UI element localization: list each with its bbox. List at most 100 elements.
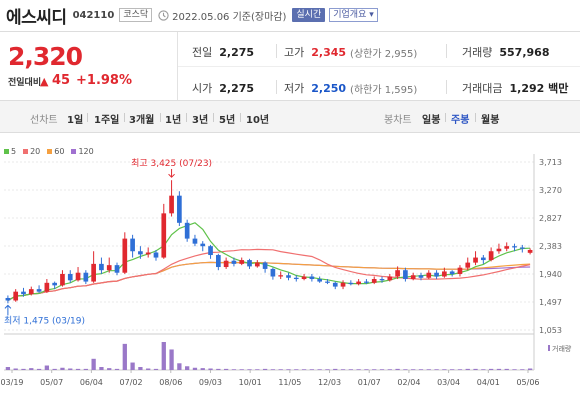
candle-body (481, 257, 486, 261)
candle-body (317, 279, 322, 282)
period-divider (186, 113, 187, 122)
volume-bar (52, 368, 57, 370)
candle-body (161, 213, 167, 258)
candle-body (44, 282, 50, 292)
period-1d[interactable]: 1일 (67, 115, 84, 126)
candle-body (192, 238, 198, 244)
volume-bar (488, 368, 494, 370)
candle-body (67, 273, 73, 281)
period-5y[interactable]: 5년 (219, 115, 236, 126)
period-3m[interactable]: 3개월 (129, 115, 155, 126)
x-tick-label: 12/03 (318, 378, 341, 387)
candle-body (13, 291, 19, 301)
volume-bar (372, 369, 377, 370)
ma-legend: 5 20 60 120 (4, 147, 94, 156)
volume-bar (255, 369, 260, 370)
x-tick-label: 01/07 (358, 378, 381, 387)
period-3y[interactable]: 3년 (192, 115, 209, 126)
volume-bar (395, 368, 400, 370)
volume-bar (442, 369, 447, 370)
amount-label: 거래대금 (462, 82, 503, 95)
stock-name[interactable]: 에스씨디 (6, 7, 67, 28)
candle-body (488, 251, 494, 261)
candle-body (293, 277, 299, 280)
stock-code: 042110 (72, 9, 115, 21)
period-divider (160, 113, 161, 122)
x-tick-label: 04/01 (477, 378, 500, 387)
candle-body (434, 272, 439, 277)
volume-bar (356, 369, 361, 370)
candle-body (512, 246, 517, 248)
candle-body (262, 262, 268, 269)
volume-bar (177, 363, 182, 370)
realtime-button[interactable]: 실시간 (292, 8, 326, 22)
volume-bar (247, 369, 252, 370)
candle-body (286, 275, 291, 278)
volume-bar (270, 369, 276, 370)
volume-bar (83, 368, 88, 370)
volume-bar (504, 368, 509, 370)
candle-body (403, 270, 408, 280)
stat-divider (446, 44, 447, 58)
period-divider (87, 113, 88, 122)
candle-body (519, 247, 525, 249)
volume-bar (223, 368, 229, 370)
volume-bar (527, 368, 533, 370)
period-1y[interactable]: 1년 (165, 115, 182, 126)
period-daily-candle[interactable]: 일봉 (422, 115, 441, 126)
candle-body (325, 281, 330, 283)
candle-body (418, 275, 424, 278)
x-tick-label: 05/07 (40, 378, 63, 387)
open-value: 2,275 (219, 81, 255, 95)
volume-bar (450, 369, 455, 370)
candle-body (348, 282, 354, 285)
stat-divider (446, 80, 447, 94)
candle-body (270, 268, 276, 277)
volume-bar (286, 369, 291, 370)
stat-divider (276, 80, 277, 94)
period-1w[interactable]: 1주일 (94, 115, 120, 126)
volume-bar (29, 368, 34, 370)
y-tick-label: 2,383 (539, 242, 562, 251)
volume-bar (122, 343, 127, 370)
volume-bar (457, 369, 463, 370)
prev-close-value: 2,275 (219, 45, 255, 59)
volume-bar (13, 368, 18, 370)
candle-body (457, 267, 463, 274)
period-monthly-candle[interactable]: 월봉 (481, 115, 500, 126)
candle-body (473, 257, 478, 263)
volume-bar (481, 369, 486, 370)
header-divider (0, 31, 580, 32)
period-bar: 선차트 1일 1주일 3개월 1년 3년 5년 10년 봉차트 일봉 주봉 월봉 (0, 101, 580, 133)
candle-body (426, 272, 432, 278)
low-stat: 저가 2,250 (하한가 1,595) (284, 80, 417, 96)
volume-bar (317, 369, 322, 370)
period-10y[interactable]: 10년 (246, 115, 270, 126)
candle-body (379, 279, 385, 281)
company-overview-dropdown[interactable]: 기업개요 ▾ (329, 8, 378, 22)
x-tick-label: 08/06 (159, 378, 182, 387)
volume-bar (418, 369, 424, 370)
candle-body (371, 279, 377, 283)
low-annotation: 최저 1,475 (03/19) (4, 315, 85, 326)
volume-bar (107, 368, 112, 370)
volume-bar (403, 369, 408, 370)
period-weekly-candle[interactable]: 주봉 (451, 115, 470, 126)
volume-bar (161, 342, 166, 370)
volume-bar (379, 369, 385, 370)
candle-body (239, 260, 245, 264)
candle-body (208, 246, 213, 256)
candle-body (91, 263, 96, 282)
candle-body (153, 252, 159, 258)
volume-bar (169, 349, 174, 370)
period-divider (445, 113, 446, 122)
price-section-divider (0, 100, 580, 101)
candle-body (223, 260, 229, 268)
lower-limit: (하한가 1,595) (350, 84, 418, 96)
candle-body (527, 249, 533, 253)
price-change: 45 (52, 73, 71, 88)
volume-stat: 거래량 557,968 (462, 44, 549, 60)
candle-body (216, 255, 221, 268)
candle-body (36, 289, 42, 292)
